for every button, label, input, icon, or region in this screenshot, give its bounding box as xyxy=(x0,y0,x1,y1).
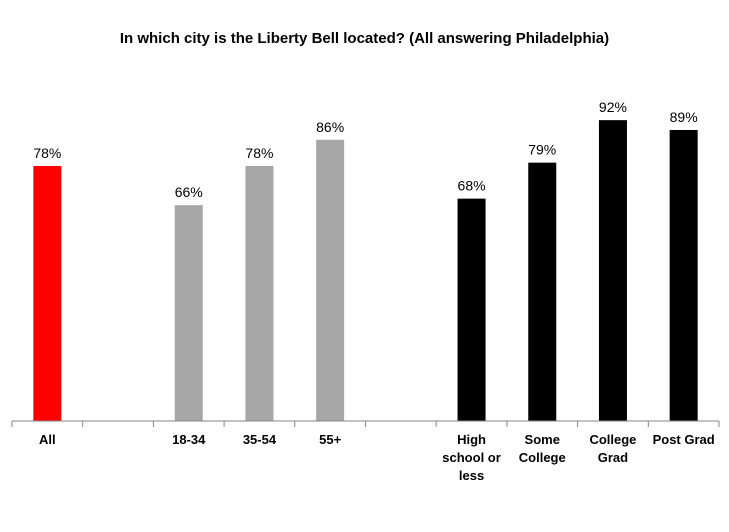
bar-8 xyxy=(528,162,557,422)
value-labels-group: 78% 66% 78% 86% 68% 79% 92% 89% xyxy=(33,99,697,200)
bar-7 xyxy=(457,198,486,421)
category-label-7: High school or less xyxy=(442,432,501,483)
value-label-9: 92% xyxy=(599,99,627,115)
category-labels-group: All 18-34 35-54 55+ High school or less Some Col… xyxy=(39,432,715,483)
value-label-4: 78% xyxy=(245,145,273,161)
category-label-3: 18-34 xyxy=(172,432,206,447)
category-label-9: College Grad xyxy=(589,432,636,465)
value-label-5: 86% xyxy=(316,119,344,135)
category-label-8: Some College xyxy=(519,432,566,465)
bar-4 xyxy=(245,165,274,421)
bar-10 xyxy=(669,129,698,421)
value-label-3: 66% xyxy=(175,184,203,200)
category-label-4: 35-54 xyxy=(243,432,277,447)
bars-group xyxy=(33,120,698,422)
x-axis-ticks xyxy=(11,421,720,427)
value-label-8: 79% xyxy=(528,142,556,158)
bar-1 xyxy=(33,165,62,421)
value-label-10: 89% xyxy=(670,109,698,125)
value-label-7: 68% xyxy=(458,178,486,194)
category-label-1: All xyxy=(39,432,56,447)
bar-9 xyxy=(598,120,627,421)
chart-title: In which city is the Liberty Bell locate… xyxy=(119,30,610,47)
category-label-10: Post Grad xyxy=(653,432,715,447)
category-label-5: 55+ xyxy=(319,432,341,447)
bar-3 xyxy=(174,205,203,421)
value-label-1: 78% xyxy=(33,145,61,161)
bar-5 xyxy=(316,139,345,421)
